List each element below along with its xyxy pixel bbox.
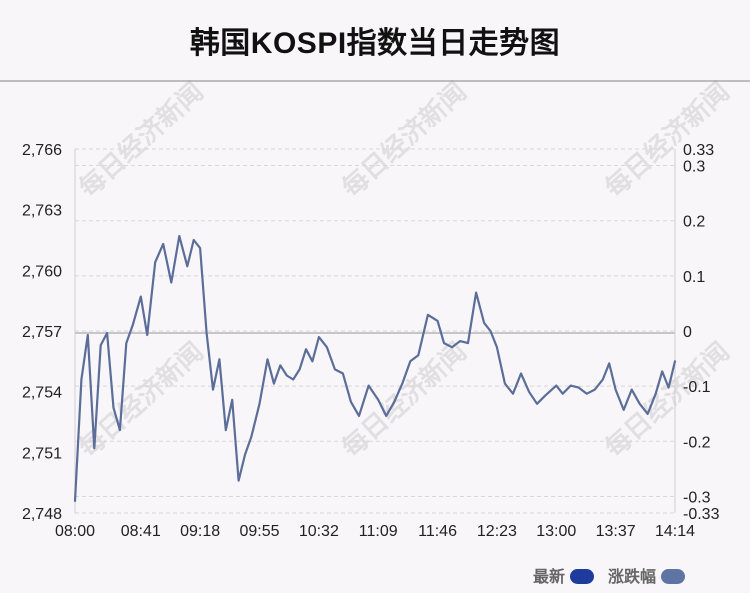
- x-tick-label: 11:09: [359, 523, 398, 540]
- legend-latest[interactable]: 最新: [533, 563, 595, 587]
- legend-latest-label: 最新: [533, 569, 566, 586]
- legend-latest-swatch: [570, 569, 595, 584]
- x-tick-label: 08:00: [55, 523, 95, 540]
- x-tick-label: 10:32: [299, 523, 339, 540]
- x-tick-label: 13:00: [536, 523, 576, 540]
- y-tick-label-right: 0: [683, 324, 692, 341]
- y-tick-label-left: 2,763: [22, 203, 62, 220]
- x-tick-label: 11:46: [418, 523, 457, 540]
- y-tick-label-left: 2,766: [22, 142, 62, 159]
- x-tick-label: 14:14: [655, 523, 695, 540]
- y-tick-label-left: 2,757: [22, 324, 62, 341]
- y-tick-label-right: -0.33: [683, 506, 720, 523]
- chart-title: 韩国KOSPI指数当日走势图: [189, 27, 561, 60]
- legend-change-label: 涨跌幅: [608, 569, 657, 586]
- x-tick-label: 09:18: [180, 523, 220, 540]
- x-tick-label: 12:23: [477, 523, 517, 540]
- title-divider: [0, 80, 750, 82]
- x-tick-label: 13:37: [596, 523, 636, 540]
- x-tick-label: 09:55: [239, 523, 279, 540]
- y-tick-label-left: 2,754: [22, 385, 62, 402]
- legend-change[interactable]: 涨跌幅: [608, 563, 686, 587]
- legend-change-swatch: [661, 569, 686, 584]
- y-tick-label-left: 2,748: [22, 506, 62, 523]
- y-tick-label-right: 0.33: [683, 142, 714, 159]
- y-tick-label-right: -0.2: [683, 434, 711, 451]
- y-tick-label-right: 0.2: [683, 214, 705, 231]
- y-tick-label-right: 0.3: [683, 159, 705, 176]
- x-tick-label: 08:41: [121, 523, 161, 540]
- y-tick-label-left: 2,760: [22, 263, 62, 280]
- y-tick-label-left: 2,751: [22, 445, 62, 462]
- y-tick-label-right: -0.3: [683, 489, 711, 506]
- y-tick-label-right: 0.1: [683, 269, 705, 286]
- series-line-kospi: [73, 234, 677, 502]
- y-tick-label-right: -0.1: [683, 379, 711, 396]
